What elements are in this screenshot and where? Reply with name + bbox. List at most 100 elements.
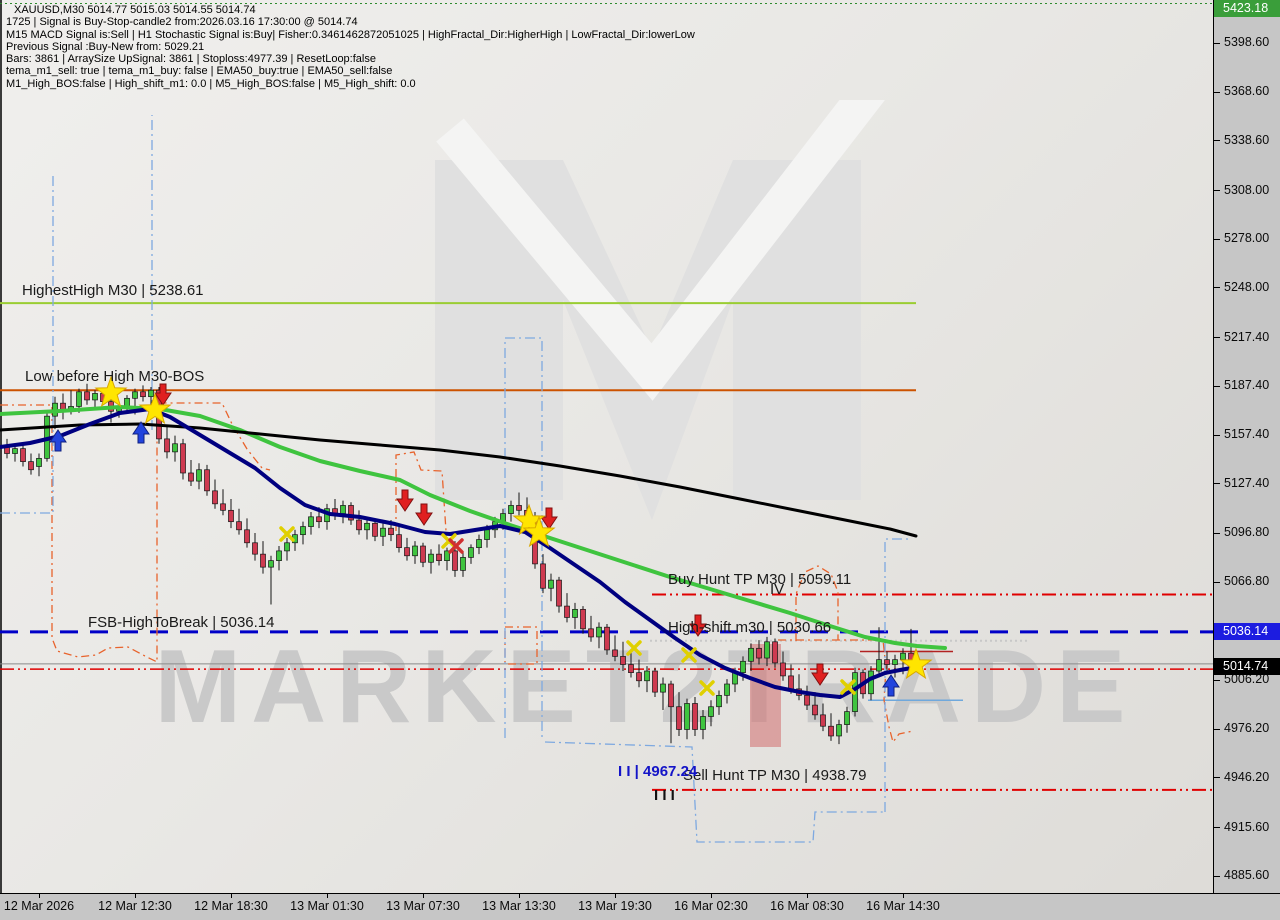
fractal-orange-2 <box>395 451 447 532</box>
price-tick-label: 4976.20 <box>1224 721 1270 736</box>
info-line: Bars: 3861 | ArraySize UpSignal: 3861 | … <box>6 53 376 66</box>
candle-body <box>268 560 274 568</box>
channel-blue-1 <box>0 175 54 514</box>
price-tick-label: 5338.60 <box>1224 132 1270 147</box>
candle-body <box>620 656 626 665</box>
price-tick-mark <box>1214 287 1220 289</box>
time-tick-mark <box>519 894 520 898</box>
price-tick-mark <box>1214 238 1220 240</box>
fractal-orange-1 <box>0 402 271 664</box>
candle-body <box>444 550 450 561</box>
candle-body <box>588 628 594 638</box>
tema-navy <box>0 407 919 699</box>
price-tick-mark <box>1214 532 1220 534</box>
candle-body <box>132 391 138 399</box>
price-highlight-label: 5036.14 <box>1214 623 1280 641</box>
candle-body <box>412 545 418 557</box>
channel-blue-5 <box>884 538 908 812</box>
time-tick-mark <box>711 894 712 898</box>
candle-body <box>228 509 234 523</box>
sell-arrow-icon <box>811 663 829 686</box>
chart-annotation[interactable]: IV <box>770 581 785 598</box>
chart-annotation[interactable]: Low before High M30-BOS <box>25 368 205 385</box>
candle-body <box>260 553 266 568</box>
candle-body <box>300 526 306 536</box>
time-tick-label: 16 Mar 02:30 <box>674 899 748 913</box>
candle-body <box>724 683 730 696</box>
candle-body <box>212 490 218 505</box>
candle-body <box>580 608 586 630</box>
price-tick-mark <box>1214 42 1220 44</box>
price-tick-label: 5248.00 <box>1224 279 1270 294</box>
price-tick-label: 5066.80 <box>1224 574 1270 589</box>
channel-blue-4 <box>544 741 883 843</box>
star-icon <box>899 647 933 680</box>
info-line: M1_High_BOS:false | High_shift_m1: 0.0 |… <box>6 77 416 90</box>
candle-body <box>516 505 522 511</box>
price-axis[interactable]: 5398.60 5368.60 5338.60 5308.00 5278.00 5248.… <box>1213 0 1280 920</box>
time-tick-label: 12 Mar 12:30 <box>98 899 172 913</box>
time-tick-label: 13 Mar 13:30 <box>482 899 556 913</box>
price-tick-label: 4946.20 <box>1224 769 1270 784</box>
chart-annotation[interactable]: Sell Hunt TP M30 | 4938.79 <box>683 767 867 784</box>
price-tick-mark <box>1214 483 1220 485</box>
info-line: XAUUSD,M30 5014.77 5015.03 5014.55 5014.… <box>14 4 256 16</box>
candle-body <box>460 557 466 571</box>
candle-body <box>572 608 578 618</box>
star-icon <box>138 392 172 425</box>
candle-body <box>220 503 226 511</box>
candle-body <box>836 724 842 737</box>
chart-annotation[interactable]: FSB-HighToBreak | 5036.14 <box>88 614 275 631</box>
candle-body <box>756 647 762 659</box>
info-line: M15 MACD Signal is:Sell | H1 Stochastic … <box>6 28 695 41</box>
candle-body <box>196 469 202 482</box>
price-highlight-label: 5423.18 <box>1214 0 1280 17</box>
candle-body <box>84 391 90 401</box>
price-tick-mark <box>1214 434 1220 436</box>
price-tick-label: 5157.40 <box>1224 427 1270 441</box>
candle-body <box>716 695 722 708</box>
ema-green <box>0 405 947 650</box>
candle-body <box>252 542 258 555</box>
sell-arrow-icon <box>154 383 172 406</box>
chart-annotation[interactable]: High-shift m30 | 5030.66 <box>668 619 832 636</box>
candle-body <box>540 563 546 589</box>
chart-annotation[interactable]: I I I <box>654 787 675 804</box>
candle-body <box>652 670 658 693</box>
price-tick-mark <box>1214 140 1220 142</box>
price-tick-mark <box>1214 385 1220 387</box>
candle-body <box>748 647 754 662</box>
price-highlight-label: 5014.74 <box>1214 658 1280 676</box>
candle-body <box>396 534 402 549</box>
candle-body <box>772 641 778 664</box>
time-axis[interactable]: 12 Mar 2026 12 Mar 12:30 12 Mar 18:30 13 Ma… <box>0 893 1280 920</box>
buy-arrow-icon <box>132 421 150 444</box>
time-tick-mark <box>615 894 616 898</box>
sell-arrow-icon <box>540 507 558 530</box>
candle-body <box>828 725 834 737</box>
candle-body <box>204 469 210 492</box>
candle-body <box>468 547 474 558</box>
chart-annotation[interactable]: I I | 4967.24 <box>618 763 698 780</box>
price-tick-mark <box>1214 875 1220 877</box>
price-tick-label: 5398.60 <box>1224 35 1270 50</box>
chart-annotation[interactable]: HighestHigh M30 | 5238.61 <box>22 282 204 299</box>
candle-body <box>428 553 434 563</box>
buy-arrow-icon <box>49 429 67 452</box>
info-line: 1725 | Signal is Buy-Stop-candle2 from:2… <box>6 16 358 29</box>
ema-black <box>0 422 918 538</box>
chart-annotation[interactable]: Buy Hunt TP M30 | 5059.11 <box>668 571 852 588</box>
candle-body <box>436 553 442 561</box>
chart-canvas[interactable] <box>0 0 1213 893</box>
candle-body <box>404 547 410 557</box>
candle-body <box>348 505 354 521</box>
candle-body <box>12 448 18 454</box>
candle-body <box>820 714 826 727</box>
sell-arrow-icon <box>689 614 707 637</box>
time-tick-label: 16 Mar 14:30 <box>866 899 940 913</box>
candle-body <box>788 675 794 690</box>
candle-body <box>148 389 154 398</box>
candle-body <box>420 545 426 563</box>
candle-body <box>876 659 882 672</box>
